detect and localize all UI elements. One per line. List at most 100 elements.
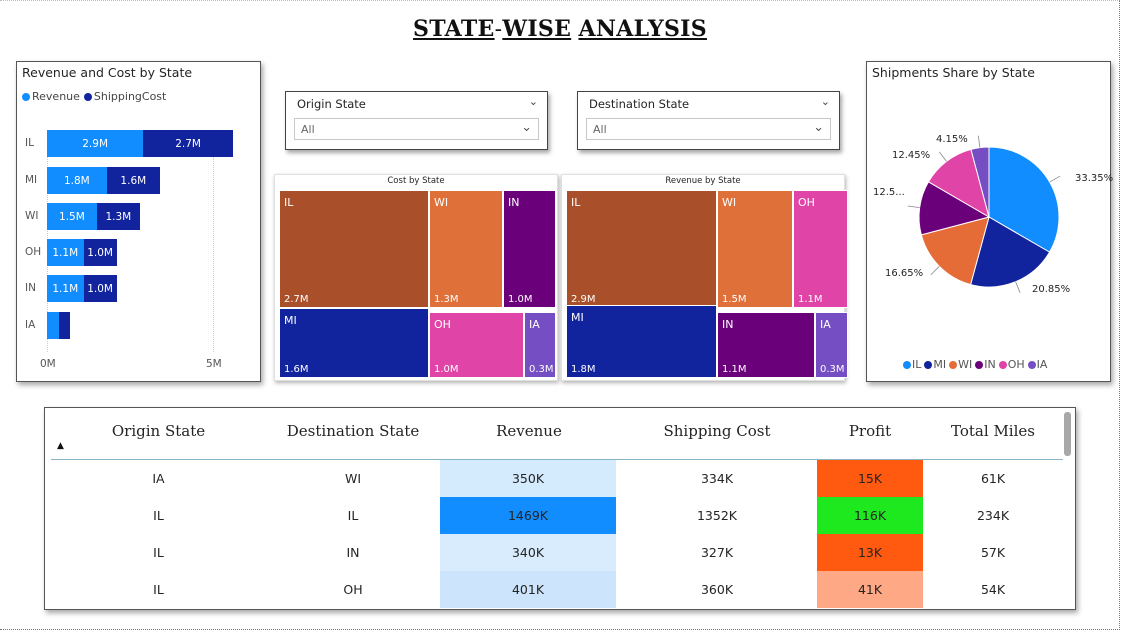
revenue-tile-mi[interactable]: MI 1.8M <box>566 305 717 378</box>
bar-shippingcost-wi[interactable]: 1.3M <box>96 203 140 230</box>
bar-revenue-il[interactable]: 2.9M <box>47 130 144 157</box>
legend-item-shippingcost[interactable]: ShippingCost <box>83 90 167 103</box>
pie-legend-item-mi[interactable]: MI <box>924 358 946 371</box>
bar-revenue-ia[interactable] <box>47 312 59 339</box>
cost-tile-in[interactable]: IN 1.0M <box>503 190 556 308</box>
title-hyphen: - <box>494 17 503 42</box>
cell-origin: IL <box>153 582 164 597</box>
column-header-profit[interactable]: Profit <box>848 422 892 440</box>
pie-legend-item-wi[interactable]: WI <box>949 358 972 371</box>
cost-tile-ia[interactable]: IA 0.3M <box>524 312 556 378</box>
chevron-down-icon[interactable]: ⌄ <box>820 95 830 108</box>
pie-leader-line <box>1049 175 1061 183</box>
destination-state-value: All <box>593 123 607 136</box>
tile-value: 1.0M <box>434 364 459 375</box>
pie-slice-il[interactable] <box>988 146 1060 253</box>
cell-destination: WI <box>344 471 362 486</box>
page-title: STATE-WISE ANALYSIS <box>0 16 1120 42</box>
bar-revenue-wi[interactable]: 1.5M <box>47 203 97 230</box>
pie-svg <box>907 135 1061 294</box>
legend-dot <box>975 361 984 369</box>
origin-state-value: All <box>301 123 315 136</box>
column-header-revenue[interactable]: Revenue <box>496 422 562 440</box>
bar-shippingcost-mi[interactable]: 1.6M <box>106 167 160 194</box>
cost-tile-mi[interactable]: MI 1.6M <box>279 308 429 378</box>
cost-by-state-treemap[interactable]: Cost by State IL 2.7M WI 1.3M IN 1.0M MI 1.6M OH… <box>274 174 558 381</box>
bar-shippingcost-il[interactable]: 2.7M <box>143 130 233 157</box>
title-word-3: ANALYSIS <box>578 16 707 42</box>
y-category-label: WI <box>25 210 39 222</box>
cell-origin: IL <box>153 545 164 560</box>
pie-data-label-ia: 4.15% <box>936 134 968 145</box>
cost-tile-oh[interactable]: OH 1.0M <box>429 312 524 378</box>
sort-ascending-icon[interactable]: ▲ <box>57 441 64 451</box>
revenue-tile-oh[interactable]: OH 1.1M <box>793 190 848 308</box>
bar-revenue-oh[interactable]: 1.1M <box>47 239 84 266</box>
destination-state-slicer[interactable]: Destination State ⌄ All ⌄ <box>577 91 840 150</box>
legend-label: WI <box>958 358 973 371</box>
revenue-tile-il[interactable]: IL 2.9M <box>566 190 717 308</box>
tile-value: 0.3M <box>820 364 845 375</box>
x-gridline <box>213 130 214 352</box>
cost-treemap-title: Cost by State <box>387 176 445 186</box>
cost-tile-il[interactable]: IL 2.7M <box>279 190 429 308</box>
y-category-label: MI <box>25 174 38 186</box>
pie-data-label-il: 33.35% <box>1075 173 1114 184</box>
revenue-cost-bar-chart[interactable]: Revenue and Cost by State Revenue Shippi… <box>16 61 261 382</box>
cost-tile-wi[interactable]: WI 1.3M <box>429 190 503 308</box>
cell-profit: 41K <box>817 571 923 608</box>
column-header-origin-state[interactable]: Origin State <box>111 422 206 440</box>
pie-leader-line <box>977 135 981 148</box>
bar-shippingcost-oh[interactable]: 1.0M <box>83 239 117 266</box>
table-scrollbar[interactable] <box>1064 412 1071 456</box>
tile-value: 2.9M <box>571 294 596 305</box>
tile-value: 1.3M <box>434 294 459 305</box>
column-header-shipping-cost[interactable]: Shipping Cost <box>663 422 771 440</box>
cell-total-miles: 61K <box>980 471 1006 486</box>
chevron-down-icon[interactable]: ⌄ <box>528 95 538 108</box>
bar-shippingcost-in[interactable]: 1.0M <box>83 275 117 302</box>
pie-slice-ia[interactable] <box>970 146 990 218</box>
column-header-total-miles[interactable]: Total Miles <box>951 422 1035 440</box>
pie-legend-item-in[interactable]: IN <box>975 358 996 371</box>
cell-destination: IL <box>347 508 359 523</box>
cell-shipping-cost: 1352K <box>696 508 737 523</box>
destination-state-dropdown[interactable]: All ⌄ <box>586 118 831 140</box>
pie-leader-line <box>907 205 920 209</box>
state-table[interactable]: ▲ Origin State Destination State Revenue… <box>44 407 1076 610</box>
cell-total-miles: 54K <box>980 582 1006 597</box>
pie-data-label-oh: 12.45% <box>892 150 931 161</box>
origin-state-dropdown[interactable]: All ⌄ <box>294 118 539 140</box>
cell-revenue: 1469K <box>440 497 616 534</box>
revenue-tile-wi[interactable]: WI 1.5M <box>717 190 793 308</box>
bar-revenue-mi[interactable]: 1.8M <box>47 167 107 194</box>
pie-slice-wi[interactable] <box>920 216 990 286</box>
pie-leader-line <box>1015 281 1021 294</box>
pie-legend-item-il[interactable]: IL <box>903 358 921 371</box>
bar-revenue-in[interactable]: 1.1M <box>47 275 84 302</box>
shipments-share-pie-chart[interactable]: Shipments Share by State 33.35% 20.85% 16.… <box>866 61 1114 382</box>
origin-state-label: Origin State <box>297 97 366 111</box>
pie-legend-item-ia[interactable]: IA <box>1027 358 1047 371</box>
chevron-down-icon[interactable]: ⌄ <box>813 120 824 135</box>
pie-legend-item-oh[interactable]: OH <box>998 358 1025 371</box>
title-word-1: STATE <box>413 16 495 42</box>
revenue-tile-ia[interactable]: IA 0.3M <box>815 312 848 378</box>
bar-chart-title: Revenue and Cost by State <box>22 65 193 80</box>
origin-state-slicer[interactable]: Origin State ⌄ All ⌄ <box>285 91 548 150</box>
revenue-tile-in[interactable]: IN 1.1M <box>717 312 815 378</box>
bar-row-wi: WI 1.5M 1.3M <box>17 203 262 230</box>
tile-value: 0.3M <box>529 364 554 375</box>
column-header-destination-state[interactable]: Destination State <box>286 422 420 440</box>
legend-item-revenue[interactable]: Revenue <box>22 90 80 103</box>
bar-shippingcost-ia[interactable] <box>58 312 70 339</box>
bar-row-oh: OH 1.1M 1.0M <box>17 239 262 266</box>
cell-destination: OH <box>343 582 363 597</box>
revenue-by-state-treemap[interactable]: Revenue by State IL 2.9M WI 1.5M OH 1.1M MI 1.8… <box>561 174 848 381</box>
tile-value: 1.5M <box>722 294 747 305</box>
legend-label-shippingcost: ShippingCost <box>93 90 167 103</box>
pie-data-label-in: 12.5... <box>873 187 905 198</box>
tile-value: 1.8M <box>571 364 596 375</box>
chevron-down-icon[interactable]: ⌄ <box>521 120 532 135</box>
revenue-treemap-title: Revenue by State <box>665 176 741 186</box>
